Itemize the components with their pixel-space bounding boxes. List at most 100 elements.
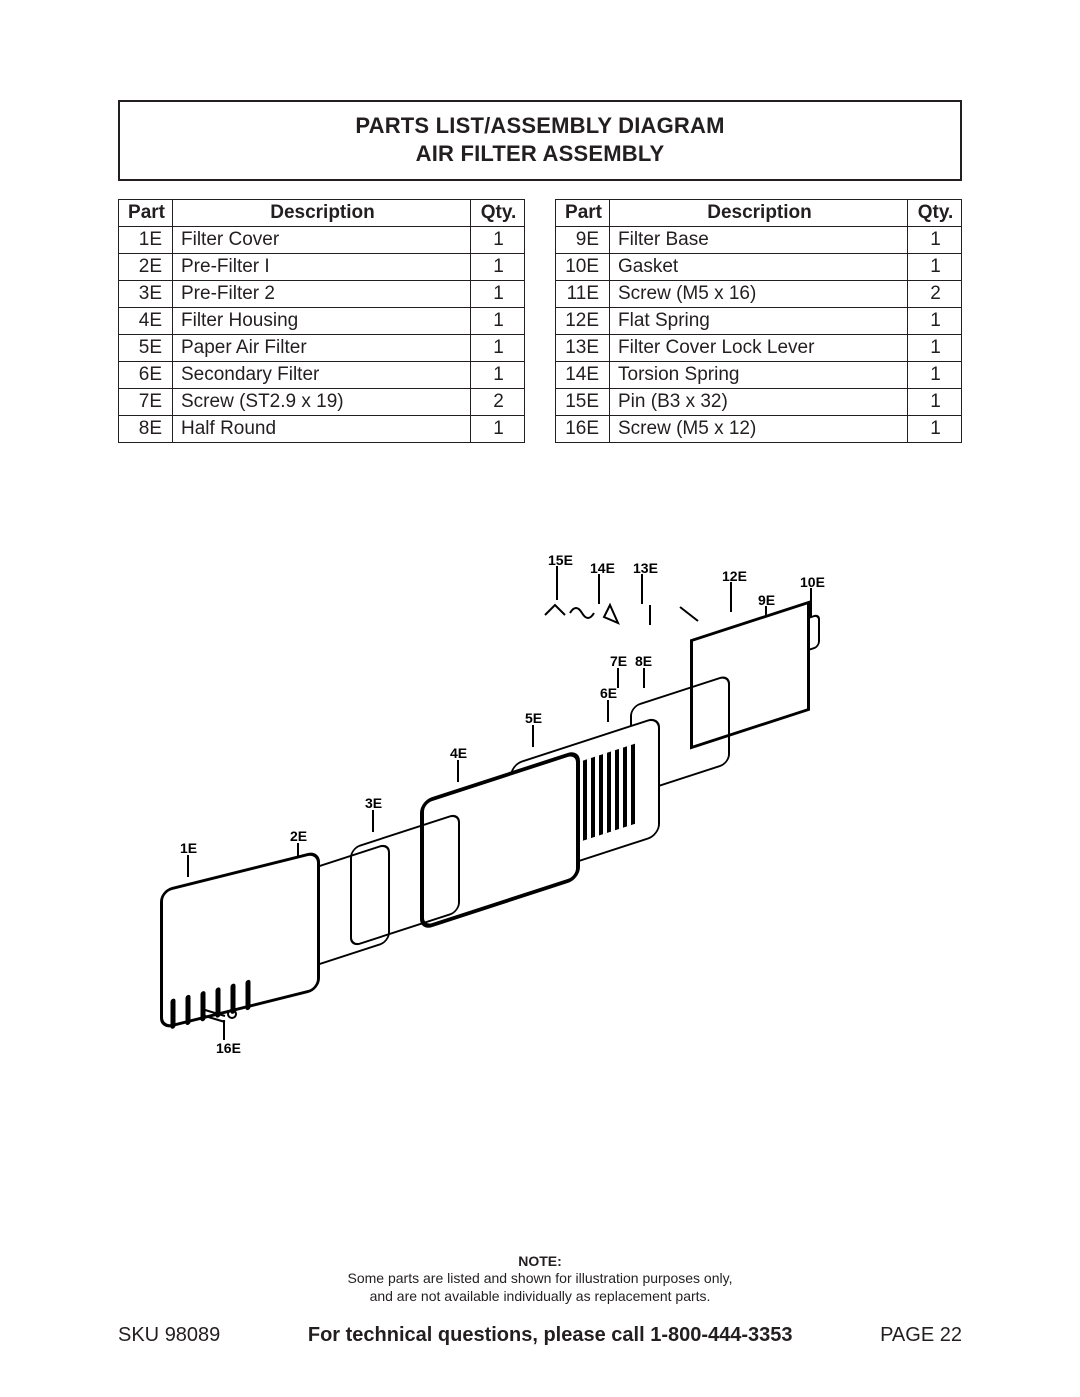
sku-number: 98089	[165, 1324, 221, 1346]
table-row: 12EFlat Spring1	[556, 308, 962, 335]
leader-line	[810, 588, 812, 618]
desc-cell: Screw (M5 x 12)	[610, 416, 908, 443]
leader-line	[617, 668, 619, 688]
leader-line	[457, 760, 459, 782]
desc-cell: Paper Air Filter	[173, 335, 471, 362]
callout-16e: 16E	[216, 1040, 241, 1056]
callout-10e: 10E	[800, 574, 825, 590]
screw-icon	[200, 1000, 240, 1030]
part-cell: 13E	[556, 335, 610, 362]
part-cell: 5E	[119, 335, 173, 362]
table-row: 3EPre-Filter 21	[119, 281, 525, 308]
parts-table-right: Part Description Qty. 9EFilter Base1 10E…	[555, 199, 962, 443]
desc-cell: Flat Spring	[610, 308, 908, 335]
qty-cell: 1	[471, 254, 525, 281]
desc-cell: Half Round	[173, 416, 471, 443]
callout-1e: 1E	[180, 840, 197, 856]
part-cell: 16E	[556, 416, 610, 443]
qty-cell: 1	[471, 308, 525, 335]
callout-14e: 14E	[590, 560, 615, 576]
callout-12e: 12E	[722, 568, 747, 584]
table-row: 15EPin (B3 x 32)1	[556, 389, 962, 416]
table-row: 1EFilter Cover1	[119, 227, 525, 254]
leader-line	[532, 725, 534, 747]
callout-8e: 8E	[635, 653, 652, 669]
table-row: 9EFilter Base1	[556, 227, 962, 254]
qty-cell: 1	[471, 335, 525, 362]
page-number: 22	[940, 1324, 962, 1346]
leader-line	[187, 855, 189, 877]
qty-cell: 1	[908, 335, 962, 362]
part-cell: 14E	[556, 362, 610, 389]
part-cell: 7E	[119, 389, 173, 416]
qty-cell: 1	[908, 308, 962, 335]
table-row: 13EFilter Cover Lock Lever1	[556, 335, 962, 362]
hardware-icons	[540, 595, 740, 655]
table-row: 6ESecondary Filter1	[119, 362, 525, 389]
desc-cell: Torsion Spring	[610, 362, 908, 389]
part-cell: 10E	[556, 254, 610, 281]
qty-cell: 2	[471, 389, 525, 416]
col-header-part: Part	[556, 200, 610, 227]
note-block: NOTE: Some parts are listed and shown fo…	[0, 1253, 1080, 1306]
part-cell: 9E	[556, 227, 610, 254]
note-line: Some parts are listed and shown for illu…	[0, 1270, 1080, 1288]
col-header-qty: Qty.	[471, 200, 525, 227]
part-cell: 6E	[119, 362, 173, 389]
callout-2e: 2E	[290, 828, 307, 844]
desc-cell: Screw (ST2.9 x 19)	[173, 389, 471, 416]
part-cell: 12E	[556, 308, 610, 335]
col-header-description: Description	[610, 200, 908, 227]
parts-table-left: Part Description Qty. 1EFilter Cover1 2E…	[118, 199, 525, 443]
page-label: PAGE	[880, 1324, 934, 1346]
desc-cell: Pre-Filter 2	[173, 281, 471, 308]
table-row: 5EPaper Air Filter1	[119, 335, 525, 362]
sku-label: SKU	[118, 1324, 159, 1346]
qty-cell: 1	[908, 389, 962, 416]
desc-cell: Filter Housing	[173, 308, 471, 335]
col-header-description: Description	[173, 200, 471, 227]
callout-15e: 15E	[548, 552, 573, 568]
col-header-qty: Qty.	[908, 200, 962, 227]
table-header-row: Part Description Qty.	[556, 200, 962, 227]
desc-cell: Filter Cover Lock Lever	[610, 335, 908, 362]
callout-13e: 13E	[633, 560, 658, 576]
callout-6e: 6E	[600, 685, 617, 701]
qty-cell: 1	[908, 416, 962, 443]
qty-cell: 2	[908, 281, 962, 308]
part-cell: 1E	[119, 227, 173, 254]
leader-line	[372, 810, 374, 832]
parts-tables-row: Part Description Qty. 1EFilter Cover1 2E…	[118, 199, 962, 443]
table-row: 7EScrew (ST2.9 x 19)2	[119, 389, 525, 416]
qty-cell: 1	[471, 227, 525, 254]
document-page: PARTS LIST/ASSEMBLY DIAGRAM AIR FILTER A…	[0, 0, 1080, 1397]
table-row: 16EScrew (M5 x 12)1	[556, 416, 962, 443]
callout-4e: 4E	[450, 745, 467, 761]
part-cell: 4E	[119, 308, 173, 335]
callout-3e: 3E	[365, 795, 382, 811]
title-line-2: AIR FILTER ASSEMBLY	[120, 140, 960, 168]
part-cell: 15E	[556, 389, 610, 416]
desc-cell: Filter Cover	[173, 227, 471, 254]
note-heading: NOTE:	[0, 1253, 1080, 1271]
desc-cell: Pre-Filter I	[173, 254, 471, 281]
qty-cell: 1	[908, 362, 962, 389]
title-box: PARTS LIST/ASSEMBLY DIAGRAM AIR FILTER A…	[118, 100, 962, 181]
note-line: and are not available individually as re…	[0, 1288, 1080, 1306]
table-row: 8EHalf Round1	[119, 416, 525, 443]
part-cell: 11E	[556, 281, 610, 308]
table-row: 14ETorsion Spring1	[556, 362, 962, 389]
desc-cell: Gasket	[610, 254, 908, 281]
table-row: 11EScrew (M5 x 16)2	[556, 281, 962, 308]
table-row: 10EGasket1	[556, 254, 962, 281]
sku-block: SKU 98089	[118, 1324, 220, 1347]
col-header-part: Part	[119, 200, 173, 227]
qty-cell: 1	[471, 416, 525, 443]
callout-9e: 9E	[758, 592, 775, 608]
table-header-row: Part Description Qty.	[119, 200, 525, 227]
qty-cell: 1	[908, 227, 962, 254]
page-footer: SKU 98089 For technical questions, pleas…	[118, 1324, 962, 1347]
desc-cell: Pin (B3 x 32)	[610, 389, 908, 416]
qty-cell: 1	[471, 362, 525, 389]
callout-5e: 5E	[525, 710, 542, 726]
